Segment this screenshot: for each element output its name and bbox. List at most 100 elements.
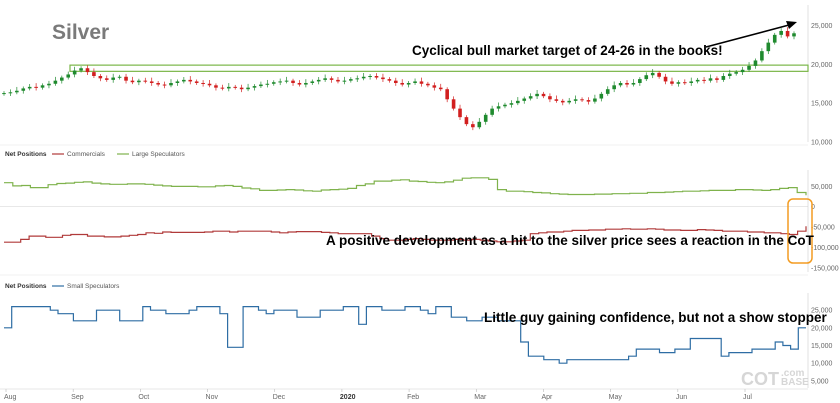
cot-y-tick: -100,000 xyxy=(811,245,839,252)
candle-body xyxy=(400,82,405,85)
candle-body xyxy=(503,104,507,107)
candle-body xyxy=(618,82,623,86)
candle-body xyxy=(271,82,276,84)
candle-body xyxy=(727,73,732,76)
candle-body xyxy=(182,79,186,82)
cot-y-tick: -150,000 xyxy=(811,265,839,272)
candle-body xyxy=(85,68,90,73)
candle-body xyxy=(156,82,160,85)
candle-body xyxy=(413,81,417,83)
small-spec-panel-label: Net Positions xyxy=(5,283,47,290)
candle-body xyxy=(464,117,469,125)
candle-body xyxy=(740,69,745,73)
candle-body xyxy=(477,121,482,128)
candle-body xyxy=(66,74,71,78)
candle-body xyxy=(586,100,591,102)
candle-body xyxy=(233,86,238,88)
x-tick-label: May xyxy=(609,394,623,401)
candle-body xyxy=(130,80,135,83)
small-spec-y-ticks: 25,000 20,000 15,000 10,000 5,000 xyxy=(811,308,833,386)
target-arrow xyxy=(705,24,790,48)
candle-body xyxy=(650,72,655,76)
candle-body xyxy=(683,82,687,84)
candle-body xyxy=(246,87,250,90)
candle-body xyxy=(278,81,282,83)
x-tick-label: Jul xyxy=(743,394,752,401)
candle-body xyxy=(426,83,430,86)
watermark-logo: COT xyxy=(741,369,779,389)
candle-body xyxy=(445,89,449,100)
candle-body xyxy=(605,89,610,94)
candle-body xyxy=(349,79,353,81)
candle-body xyxy=(612,85,616,90)
candle-body xyxy=(79,68,83,71)
candle-body xyxy=(342,80,347,82)
target-zone-box xyxy=(69,64,809,72)
candle-body xyxy=(329,78,334,80)
commercials-line xyxy=(4,226,807,243)
candle-body xyxy=(323,78,327,80)
candle-body xyxy=(188,79,193,82)
candle-body xyxy=(297,82,302,85)
candle-body xyxy=(252,86,257,88)
candle-body xyxy=(734,72,738,74)
small-speculators-line xyxy=(4,306,806,364)
cot-lines xyxy=(4,177,807,243)
candle-body xyxy=(98,76,103,79)
x-tick-label: Aug xyxy=(4,394,17,401)
candle-body xyxy=(381,77,385,80)
price-y-ticks: 25,000 20,000 15,000 10,000 xyxy=(811,23,833,146)
candle-body xyxy=(785,30,790,37)
candle-body xyxy=(676,82,681,84)
candle-body xyxy=(766,42,771,52)
small-spec-y-tick: 15,000 xyxy=(811,343,833,350)
candle-body xyxy=(374,76,379,78)
candle-body xyxy=(631,82,636,85)
candle-body xyxy=(72,70,77,75)
candle-body xyxy=(291,80,295,83)
candle-body xyxy=(451,99,456,109)
x-tick-label: Jun xyxy=(676,394,687,401)
price-annotation: Cyclical bull market target of 24-26 in … xyxy=(412,43,723,58)
candle-body xyxy=(336,79,340,82)
candle-body xyxy=(239,87,244,90)
candle-body xyxy=(580,99,584,101)
candle-body xyxy=(567,100,572,103)
price-y-tick: 10,000 xyxy=(811,140,833,147)
candle-body xyxy=(541,93,546,97)
candle-body xyxy=(2,93,6,95)
candle-body xyxy=(92,72,96,76)
candle-body xyxy=(496,106,501,109)
cot-annotation: A positive development as a hit to the s… xyxy=(326,233,815,248)
legend-small-speculators: Small Speculators xyxy=(67,283,120,290)
candle-body xyxy=(259,84,263,87)
candle-body xyxy=(644,75,649,80)
candle-body xyxy=(702,79,706,81)
candle-body xyxy=(34,86,38,88)
candle-body xyxy=(226,86,231,89)
candle-body xyxy=(117,76,122,78)
candle-body xyxy=(689,81,694,83)
candle-body xyxy=(516,100,520,104)
candle-body xyxy=(625,82,629,85)
candle-body xyxy=(393,80,398,83)
candle-body xyxy=(175,81,180,83)
x-axis-ticks: Aug Sep Oct Nov Dec 2020 Feb Mar Apr May Jun Jul xyxy=(4,389,752,401)
candle-body xyxy=(40,85,45,88)
candle-body xyxy=(265,83,270,85)
small-spec-line xyxy=(4,306,806,364)
candle-body xyxy=(149,81,154,83)
chart-title: Silver xyxy=(52,21,109,44)
silver-candles xyxy=(2,27,796,131)
candle-body xyxy=(535,93,539,97)
cot-y-tick: -50,000 xyxy=(811,225,835,232)
candle-body xyxy=(483,114,488,122)
candle-body xyxy=(419,81,424,84)
candle-body xyxy=(663,76,668,82)
candle-body xyxy=(162,84,167,86)
x-tick-label: Mar xyxy=(474,394,487,401)
cot-y-tick: 0 xyxy=(811,204,815,211)
candle-body xyxy=(368,76,372,77)
candle-body xyxy=(747,65,751,70)
